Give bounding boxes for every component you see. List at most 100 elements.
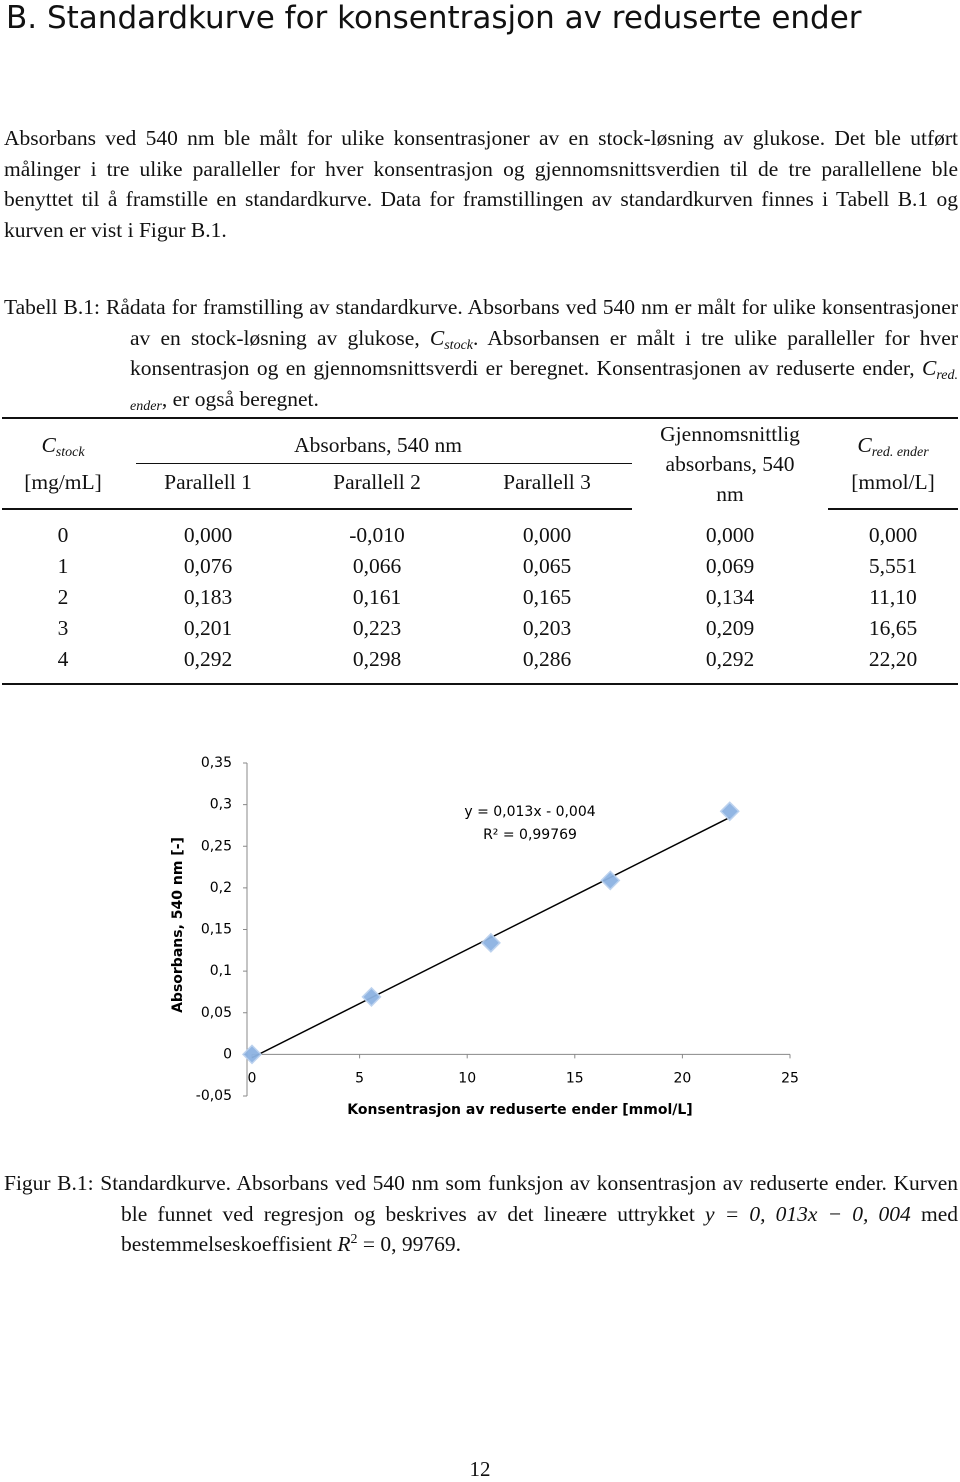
- r-squared: R² = 0,99769: [483, 827, 577, 843]
- header-cell: Parallell 3: [462, 463, 633, 510]
- chart: Absorbans, 540 nm [-] Konsentrasjon av r…: [170, 755, 799, 1118]
- table-row: 1 0,076 0,066 0,065 0,069 5,551: [2, 551, 958, 582]
- x-tick-label: 5: [355, 1070, 364, 1086]
- header-cell: Cstock: [2, 417, 124, 464]
- header-row: [mg/mL] Parallell 1 Parallell 2 Parallel…: [2, 463, 959, 510]
- table-cell: 0,066: [352, 554, 402, 578]
- x-tick-label: 20: [673, 1070, 691, 1086]
- header-row: Cstock Absorbans, 540 nm Gjennomsnittlig…: [2, 417, 959, 509]
- table-cell: 0,165: [522, 585, 572, 609]
- table-row: 2 0,183 0,161 0,165 0,134 11,10: [2, 582, 958, 613]
- figure-caption: Figur B.1: Standardkurve. Absorbans ved …: [4, 1168, 958, 1260]
- caption-text: . Absorbansen er målt i tre ulike parall…: [130, 325, 959, 381]
- table-cell: 0,065: [522, 554, 572, 578]
- y-tick-label: -0,05: [196, 1088, 232, 1104]
- table-cell: 11,10: [869, 585, 917, 609]
- caption-text: .: [455, 1232, 461, 1256]
- y-tick-label: 0,2: [210, 880, 232, 896]
- caption-label: Figur B.1:: [4, 1171, 94, 1195]
- table-cell: -0,010: [349, 523, 405, 547]
- heading: B. Standardkurve for konsentrasjon av re…: [6, 0, 862, 36]
- table-body: 0 0,000 -0,010 0,000 0,000 0,000 1 0,076 0,066 0,…: [2, 509, 959, 685]
- data-point: [361, 986, 382, 1007]
- table-cell: 0,223: [352, 616, 402, 640]
- table-cell: 2: [57, 585, 69, 609]
- caption-text: Rådata for framstilling av standardkurve…: [106, 295, 959, 350]
- table-row: 3 0,201 0,223 0,203 0,209 16,65: [2, 613, 958, 644]
- header-cell: Absorbans, 540 nm: [124, 417, 633, 464]
- header-cell: Cred. ender: [828, 417, 959, 464]
- caption-text: , er også beregnet.: [161, 386, 319, 411]
- x-tick-label: 0: [248, 1070, 257, 1086]
- table-cell: 0,201: [183, 616, 233, 640]
- y-tick-label: 0,15: [201, 922, 232, 938]
- table-cell: 0,134: [705, 585, 755, 609]
- table-cell: 0,069: [705, 554, 755, 578]
- symbol: C: [857, 433, 872, 458]
- equation: = 0, 99769: [357, 1232, 456, 1256]
- y-tick-label: 0,35: [201, 755, 232, 771]
- table-cell: 5,551: [868, 554, 918, 578]
- y-tick-label: 0,05: [201, 1005, 232, 1021]
- table-cell: 4: [2, 644, 124, 685]
- header-cell: [mg/mL]: [2, 463, 124, 510]
- data-table: Cstock Absorbans, 540 nm Gjennomsnittlig…: [2, 417, 959, 685]
- table-cell: 0,298: [292, 644, 462, 685]
- table-cell: 0,203: [522, 616, 572, 640]
- table-cell: 1: [57, 554, 69, 578]
- table-cell: 0,000: [868, 523, 918, 547]
- subscript: red. ender: [130, 368, 958, 414]
- symbol: C: [41, 433, 56, 458]
- table-cell: 0,000: [705, 522, 755, 547]
- table-cell: 0,286: [462, 644, 633, 685]
- subscript: red. ender: [871, 445, 929, 461]
- subscript: stock: [444, 337, 473, 353]
- data-point: [600, 870, 621, 891]
- caption-label: Tabell B.1:: [4, 295, 100, 319]
- data-point: [241, 1044, 263, 1065]
- table-cell: 22,20: [828, 644, 959, 685]
- table-caption: Tabell B.1: Rådata for framstilling av s…: [4, 292, 958, 414]
- y-tick-label: 0,3: [210, 797, 232, 813]
- table-cell: 0,161: [352, 585, 402, 609]
- x-tick-label: 25: [781, 1070, 799, 1086]
- y-tick-label: 0: [223, 1046, 232, 1062]
- table-cell: 3: [57, 616, 69, 640]
- table-row: 4 0,292 0,298 0,286 0,292 22,20: [2, 644, 959, 685]
- header-cell: Gjennomsnittlig absorbans, 540 nm: [632, 417, 829, 509]
- header-cell: Parallell 1: [124, 463, 292, 510]
- caption-text: med bestemmelseskoeffisient: [121, 1201, 958, 1257]
- header-cell: Parallell 2: [292, 463, 462, 510]
- table-cell: 0,000: [522, 523, 572, 547]
- data-point: [480, 932, 501, 953]
- symbol: C: [429, 325, 445, 350]
- page-number: 12: [469, 1457, 491, 1481]
- x-tick-label: 15: [566, 1070, 584, 1086]
- x-tick-label: 10: [458, 1070, 476, 1086]
- symbol: R: [337, 1232, 351, 1256]
- trendline-equation: y = 0,013x - 0,004: [464, 804, 595, 820]
- symbol: C: [922, 356, 937, 380]
- table-cell: 0,000: [183, 523, 233, 547]
- equation: y = 0, 013x − 0, 004: [705, 1201, 911, 1226]
- table-cell: 0,183: [183, 585, 233, 609]
- table-cell: 16,65: [868, 616, 918, 640]
- caption-text: Standardkurve. Absorbans ved 540 nm som …: [100, 1171, 959, 1226]
- table-cell: 0: [57, 523, 69, 547]
- table-row: 0 0,000 -0,010 0,000 0,000 0,000: [2, 509, 958, 551]
- superscript: 2: [350, 1231, 358, 1247]
- y-tick-label: 0,25: [201, 838, 232, 854]
- subscript: stock: [55, 445, 85, 461]
- table-cell: 0,292: [632, 644, 829, 685]
- table-cell: 0,076: [183, 554, 233, 578]
- intro-paragraph: Absorbans ved 540 nm ble målt for ulike …: [4, 126, 958, 242]
- data-point: [719, 801, 740, 822]
- x-axis-title: Konsentrasjon av reduserte ender [mmol/L…: [347, 1102, 692, 1118]
- header-cell: [mmol/L]: [828, 463, 959, 510]
- y-tick-label: 0,1: [210, 963, 232, 979]
- table-cell: 0,292: [124, 644, 292, 685]
- table-cell: 0,209: [705, 616, 755, 640]
- y-axis-title: Absorbans, 540 nm [-]: [170, 837, 186, 1013]
